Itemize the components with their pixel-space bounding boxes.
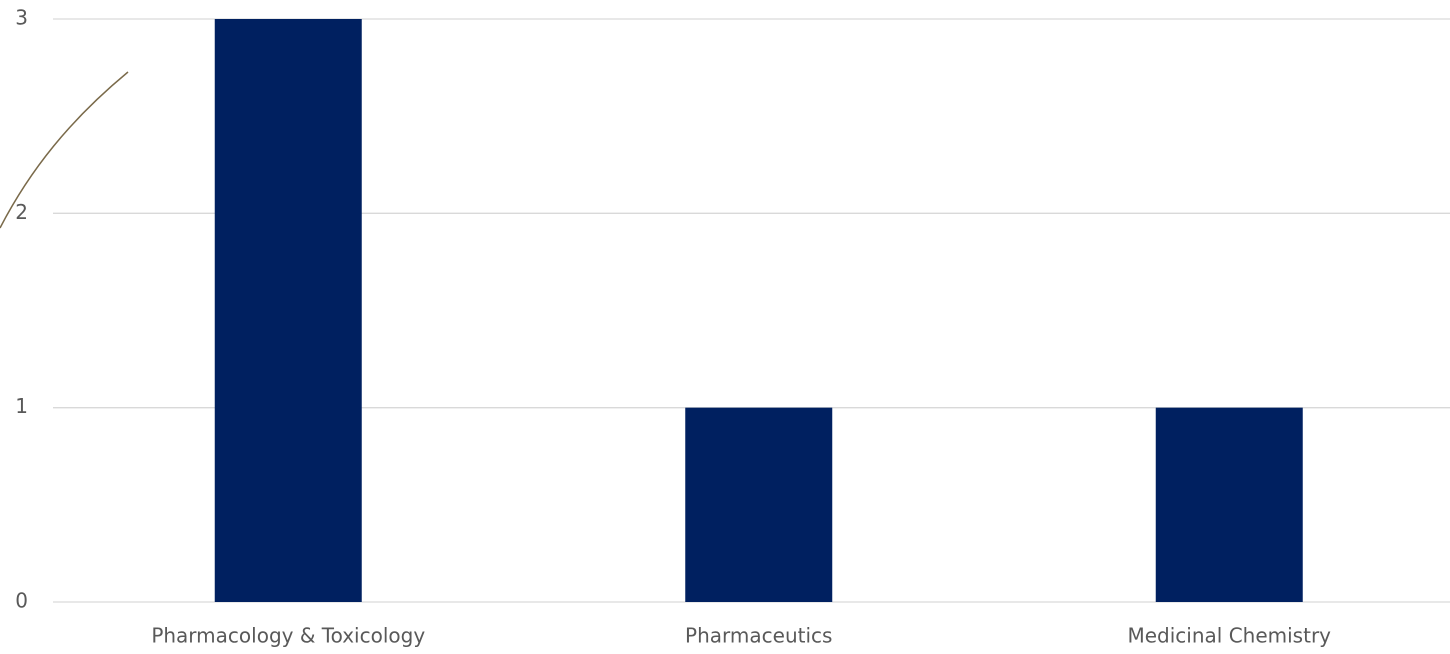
bar	[1155, 407, 1303, 602]
decorative-stroke	[0, 71, 129, 229]
y-tick-label: 1	[15, 394, 28, 418]
y-tick-label: 2	[15, 200, 28, 224]
y-tick-label: 3	[15, 6, 28, 30]
x-tick-label: Medicinal Chemistry	[1127, 624, 1331, 648]
bar	[214, 19, 362, 602]
y-tick-label: 0	[15, 589, 28, 613]
x-tick-label: Pharmacology & Toxicology	[151, 624, 425, 648]
x-tick-label: Pharmaceutics	[685, 624, 832, 648]
bar	[685, 407, 833, 602]
